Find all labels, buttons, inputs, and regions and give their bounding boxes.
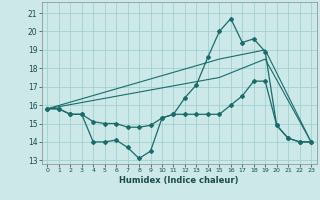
X-axis label: Humidex (Indice chaleur): Humidex (Indice chaleur) (119, 176, 239, 185)
